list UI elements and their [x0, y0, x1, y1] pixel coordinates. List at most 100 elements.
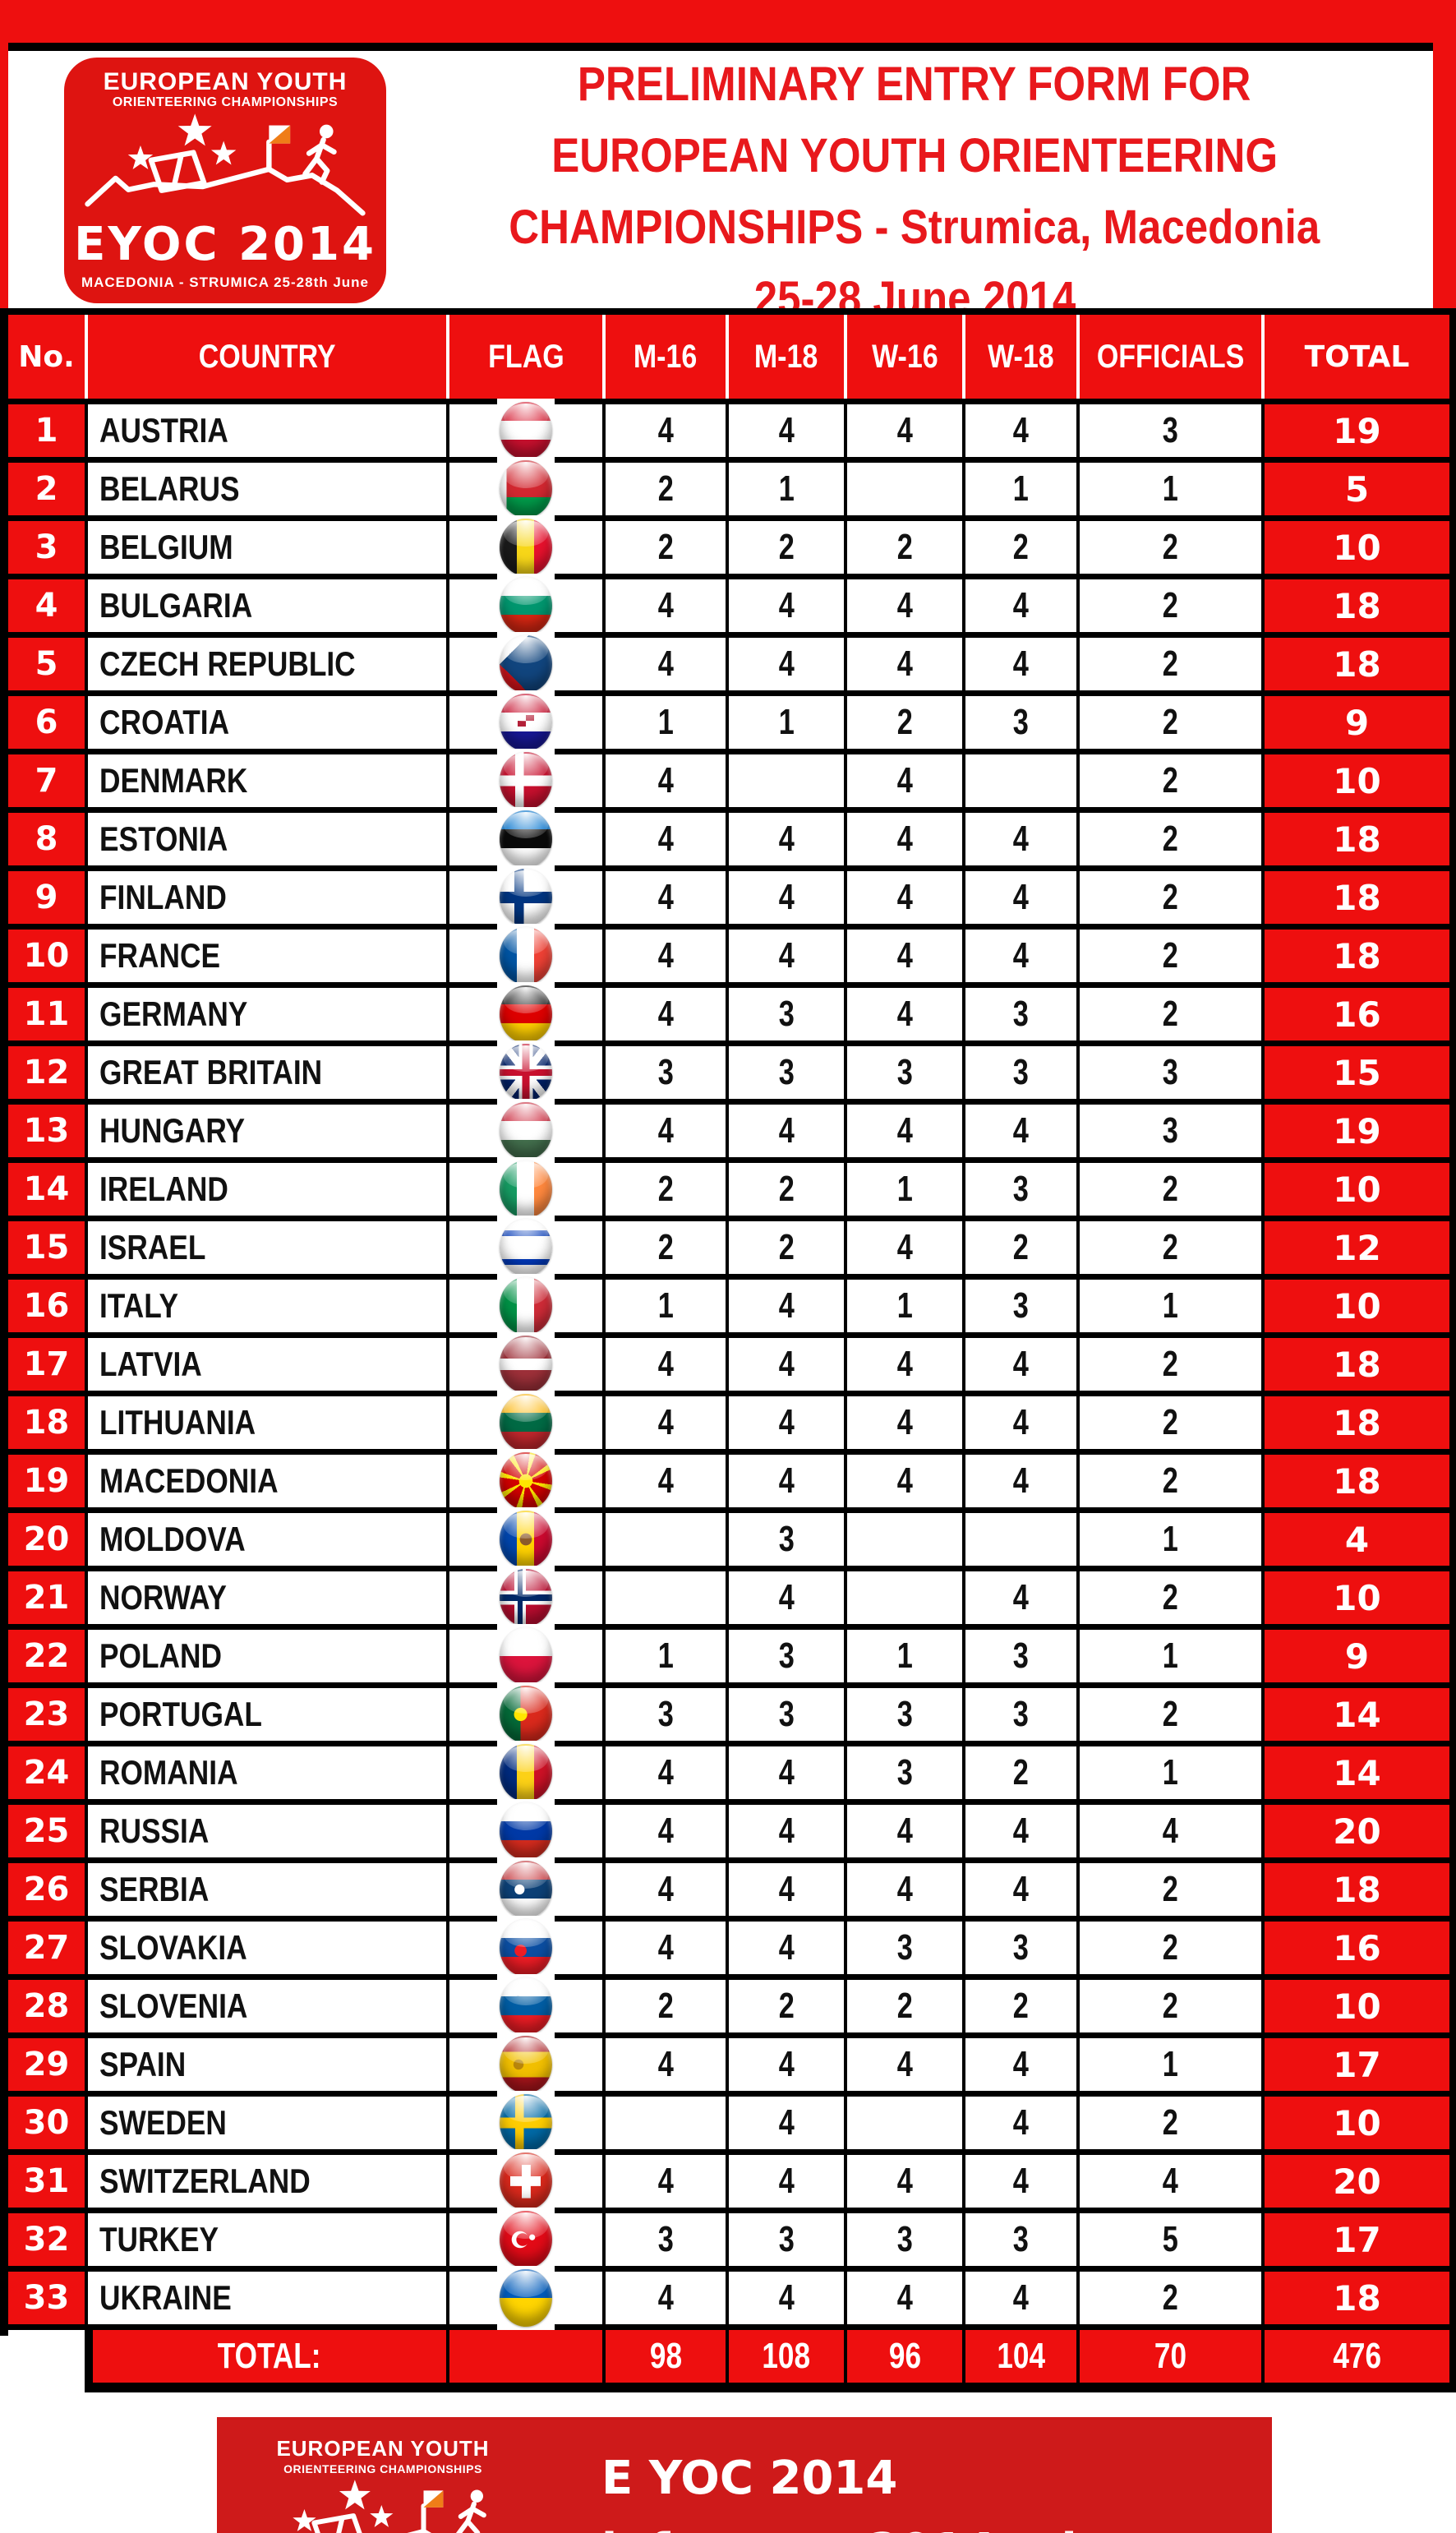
- row-number: 21: [8, 1571, 85, 1624]
- flag-cell: [446, 924, 602, 988]
- country-name: ITALY: [85, 1280, 446, 1332]
- m18-count: 4: [726, 1455, 844, 1507]
- entries-table: No. COUNTRY FLAG M-16 M-18 W-16 W-18 OFF…: [0, 308, 1456, 2392]
- flag-cell: [446, 807, 602, 871]
- sweden-flag-icon: [497, 2091, 555, 2155]
- ukraine-flag-icon: [497, 2266, 555, 2330]
- russia-flag-icon: [497, 1799, 555, 1863]
- w18-count: [962, 1513, 1076, 1566]
- m18-count: 2: [726, 1163, 844, 1216]
- estonia-flag-icon: [497, 807, 555, 871]
- country-name: TURKEY: [85, 2213, 446, 2266]
- officials-count: 1: [1076, 1746, 1261, 1799]
- total-count: 20: [1261, 2155, 1449, 2208]
- country-name: AUSTRIA: [85, 404, 446, 457]
- row-number: 3: [8, 521, 85, 574]
- m16-count: 2: [602, 1980, 726, 2032]
- footer-contact-block: E YOC 2014 info@eyoc2014.mk www.eyoc2014…: [601, 2442, 1092, 2533]
- flag-cell: [446, 1216, 602, 1280]
- country-name: RUSSIA: [85, 1805, 446, 1857]
- row-number: 5: [8, 638, 85, 690]
- switzerland-flag-icon: [497, 2149, 555, 2213]
- title-line-2: EUROPEAN YOUTH ORIENTEERING: [551, 129, 1278, 182]
- w16-count: 4: [844, 1455, 962, 1507]
- country-name: BELARUS: [85, 463, 446, 515]
- m16-count: 3: [602, 1688, 726, 1741]
- officials-count: 2: [1076, 521, 1261, 574]
- france-flag-icon: [497, 924, 555, 988]
- m16-count: 4: [602, 1805, 726, 1857]
- m18-count: 4: [726, 638, 844, 690]
- flag-cell: [446, 690, 602, 754]
- flag-cell: [446, 2091, 602, 2155]
- m16-count: 4: [602, 579, 726, 632]
- w18-count: 4: [962, 2038, 1076, 2091]
- total-count: 10: [1261, 754, 1449, 807]
- w16-count: 1: [844, 1630, 962, 1682]
- row-number: 20: [8, 1513, 85, 1566]
- footer-logo-art: [247, 2478, 518, 2533]
- serbia-flag-icon: [497, 1857, 555, 1922]
- m16-count: 4: [602, 930, 726, 982]
- w18-count: 2: [962, 1221, 1076, 1274]
- table-row: 17 LATVIA 4 4 4 4 2 18: [8, 1332, 1449, 1396]
- row-number: 8: [8, 813, 85, 865]
- table-row: 7 DENMARK 4 4 2 10: [8, 749, 1449, 813]
- m16-count: 4: [602, 404, 726, 457]
- row-number: 2: [8, 463, 85, 515]
- country-name: CROATIA: [85, 696, 446, 749]
- total-count: 16: [1261, 1922, 1449, 1974]
- m18-count: 4: [726, 1922, 844, 1974]
- w18-count: 4: [962, 871, 1076, 924]
- m18-count: 4: [726, 1338, 844, 1391]
- m18-count: 4: [726, 2272, 844, 2324]
- w18-count: 4: [962, 404, 1076, 457]
- table-row: 6 CROATIA 1 1 2 3 2 9: [8, 690, 1449, 754]
- footer-email: info@eyoc2014.mk: [601, 2514, 1092, 2533]
- m18-count: 4: [726, 813, 844, 865]
- country-name: SWEDEN: [85, 2097, 446, 2149]
- flag-cell: [446, 399, 602, 463]
- total-count: 17: [1261, 2038, 1449, 2091]
- flag-cell: [446, 1857, 602, 1922]
- flag-cell: [446, 1274, 602, 1338]
- table-row: 19 MACEDONIA 4 4 4 4 2 18: [8, 1449, 1449, 1513]
- row-number: 9: [8, 871, 85, 924]
- footer-logo-title: EUROPEAN YOUTH: [276, 2436, 490, 2461]
- country-name: SERBIA: [85, 1863, 446, 1916]
- flag-cell: [446, 1040, 602, 1105]
- country-name: PORTUGAL: [85, 1688, 446, 1741]
- total-count: 10: [1261, 1980, 1449, 2032]
- m16-count: 4: [602, 1922, 726, 1974]
- table-row: 5 CZECH REPUBLIC 4 4 4 4 2 18: [8, 632, 1449, 696]
- header-flag: FLAG: [446, 315, 602, 399]
- flag-cell: [446, 1741, 602, 1805]
- flag-cell: [446, 1449, 602, 1513]
- row-number: 10: [8, 930, 85, 982]
- w16-count: [844, 1513, 962, 1566]
- row-number: 6: [8, 696, 85, 749]
- country-name: SPAIN: [85, 2038, 446, 2091]
- header-total: TOTAL: [1261, 315, 1449, 399]
- m16-count: 2: [602, 521, 726, 574]
- country-name: SLOVENIA: [85, 1980, 446, 2032]
- officials-count: 2: [1076, 1571, 1261, 1624]
- m16-count: 4: [602, 988, 726, 1040]
- country-name: NORWAY: [85, 1571, 446, 1624]
- table-row: 28 SLOVENIA 2 2 2 2 2 10: [8, 1974, 1449, 2038]
- logo-date-line: MACEDONIA - STRUMICA 25-28th June: [81, 275, 370, 290]
- officials-count: 1: [1076, 1513, 1261, 1566]
- table-row: 21 NORWAY 4 4 2 10: [8, 1566, 1449, 1630]
- total-row-label: TOTAL:: [85, 2330, 446, 2383]
- w16-count: 2: [844, 521, 962, 574]
- row-number: 30: [8, 2097, 85, 2149]
- flag-cell: [446, 1507, 602, 1571]
- norway-flag-icon: [497, 1566, 555, 1630]
- m18-count: [726, 754, 844, 807]
- w18-count: 3: [962, 1046, 1076, 1099]
- table-row: 25 RUSSIA 4 4 4 4 4 20: [8, 1799, 1449, 1863]
- poland-flag-icon: [497, 1624, 555, 1688]
- m18-count: 4: [726, 579, 844, 632]
- m16-count: 2: [602, 463, 726, 515]
- table-row: 32 TURKEY 3 3 3 3 5 17: [8, 2208, 1449, 2272]
